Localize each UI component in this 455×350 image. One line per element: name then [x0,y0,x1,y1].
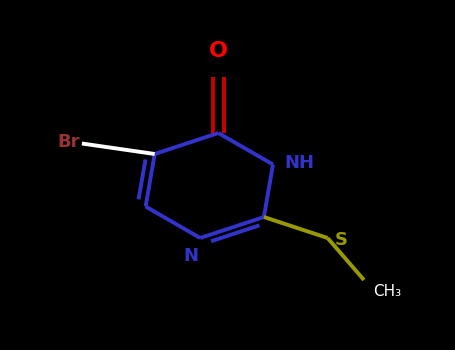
Text: N: N [183,247,198,265]
Text: Br: Br [57,133,80,151]
Text: O: O [209,41,228,61]
Text: S: S [334,231,348,249]
Text: CH₃: CH₃ [373,284,401,299]
Text: NH: NH [284,154,314,172]
